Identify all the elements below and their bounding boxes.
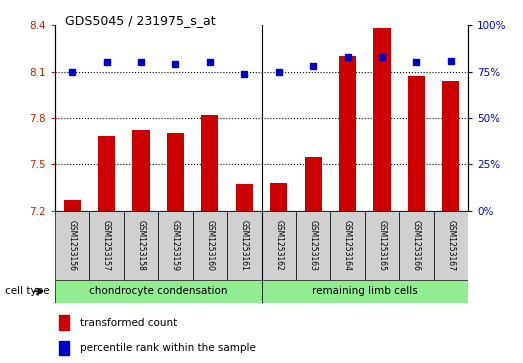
Bar: [132, 130, 150, 211]
Bar: [55, 280, 262, 303]
Text: GSM1253160: GSM1253160: [206, 220, 214, 270]
Text: GSM1253157: GSM1253157: [102, 220, 111, 270]
Bar: [262, 211, 296, 280]
Text: GDS5045 / 231975_s_at: GDS5045 / 231975_s_at: [65, 15, 216, 28]
Bar: [442, 81, 460, 211]
Text: GSM1253164: GSM1253164: [343, 220, 352, 270]
Bar: [201, 115, 219, 211]
Bar: [98, 136, 115, 211]
Bar: [262, 280, 468, 303]
Text: GSM1253167: GSM1253167: [446, 220, 456, 270]
Bar: [124, 211, 158, 280]
Bar: [192, 211, 227, 280]
Text: GSM1253156: GSM1253156: [67, 220, 77, 270]
Bar: [373, 28, 391, 211]
Bar: [59, 341, 70, 355]
Bar: [339, 56, 356, 211]
Text: GSM1253166: GSM1253166: [412, 220, 421, 270]
Bar: [365, 211, 399, 280]
Bar: [331, 211, 365, 280]
Text: GSM1253161: GSM1253161: [240, 220, 249, 270]
Text: GSM1253165: GSM1253165: [378, 220, 386, 270]
Bar: [408, 76, 425, 211]
Bar: [236, 184, 253, 211]
Text: GSM1253162: GSM1253162: [274, 220, 283, 270]
Text: chondrocyte condensation: chondrocyte condensation: [89, 286, 228, 296]
Text: GSM1253163: GSM1253163: [309, 220, 317, 270]
Bar: [89, 211, 124, 280]
Bar: [55, 211, 89, 280]
Bar: [296, 211, 331, 280]
Bar: [434, 211, 468, 280]
Text: cell type: cell type: [5, 286, 50, 296]
Text: GSM1253159: GSM1253159: [171, 220, 180, 270]
Bar: [399, 211, 434, 280]
Bar: [63, 200, 81, 211]
Text: GSM1253158: GSM1253158: [137, 220, 145, 270]
Text: remaining limb cells: remaining limb cells: [312, 286, 418, 296]
Bar: [59, 315, 70, 330]
Text: transformed count: transformed count: [79, 318, 177, 327]
Bar: [167, 133, 184, 211]
Bar: [304, 156, 322, 211]
Bar: [227, 211, 262, 280]
Bar: [270, 183, 287, 211]
Text: percentile rank within the sample: percentile rank within the sample: [79, 343, 256, 353]
Bar: [158, 211, 192, 280]
